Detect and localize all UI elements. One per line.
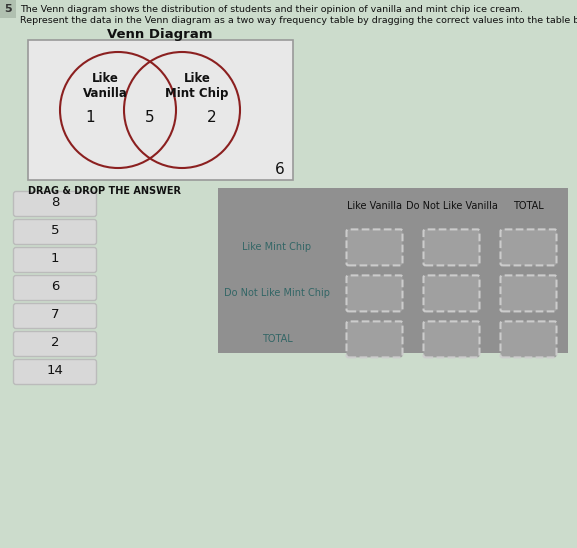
- FancyBboxPatch shape: [347, 321, 403, 357]
- Text: TOTAL: TOTAL: [513, 201, 544, 211]
- Text: 2: 2: [51, 336, 59, 350]
- FancyBboxPatch shape: [347, 276, 403, 311]
- Text: 6: 6: [51, 281, 59, 294]
- FancyBboxPatch shape: [424, 230, 479, 265]
- FancyBboxPatch shape: [424, 321, 479, 357]
- FancyBboxPatch shape: [13, 191, 96, 216]
- Text: 6: 6: [275, 163, 285, 178]
- Bar: [0, 0, 16, 18]
- FancyBboxPatch shape: [13, 359, 96, 385]
- Text: Do Not Like Vanilla: Do Not Like Vanilla: [406, 201, 497, 211]
- Text: 7: 7: [51, 309, 59, 322]
- Text: Venn Diagram: Venn Diagram: [107, 28, 213, 41]
- Text: 5: 5: [51, 225, 59, 237]
- Text: Do Not Like Mint Chip: Do Not Like Mint Chip: [224, 288, 330, 299]
- FancyBboxPatch shape: [500, 321, 556, 357]
- Text: TOTAL: TOTAL: [261, 334, 293, 344]
- FancyBboxPatch shape: [347, 230, 403, 265]
- Text: Like
Vanilla: Like Vanilla: [83, 72, 128, 100]
- FancyBboxPatch shape: [13, 304, 96, 328]
- Bar: [218, 188, 568, 353]
- Text: 5: 5: [145, 111, 155, 125]
- Text: Like Mint Chip: Like Mint Chip: [242, 242, 312, 253]
- Text: 5: 5: [4, 4, 12, 14]
- Text: Like Vanilla: Like Vanilla: [347, 201, 402, 211]
- Text: 1: 1: [51, 253, 59, 265]
- Text: Represent the data in the Venn diagram as a two way frequency table by dragging : Represent the data in the Venn diagram a…: [20, 16, 577, 25]
- Text: DRAG & DROP THE ANSWER: DRAG & DROP THE ANSWER: [28, 186, 181, 196]
- FancyBboxPatch shape: [500, 230, 556, 265]
- FancyBboxPatch shape: [13, 332, 96, 357]
- FancyBboxPatch shape: [13, 220, 96, 244]
- Text: 8: 8: [51, 197, 59, 209]
- Bar: [28, 40, 293, 180]
- Text: 14: 14: [47, 364, 63, 378]
- Text: 2: 2: [207, 111, 217, 125]
- FancyBboxPatch shape: [13, 276, 96, 300]
- FancyBboxPatch shape: [13, 248, 96, 272]
- Text: Like
Mint Chip: Like Mint Chip: [166, 72, 228, 100]
- Text: The Venn diagram shows the distribution of students and their opinion of vanilla: The Venn diagram shows the distribution …: [20, 5, 523, 14]
- FancyBboxPatch shape: [424, 276, 479, 311]
- Text: 1: 1: [85, 111, 95, 125]
- FancyBboxPatch shape: [500, 276, 556, 311]
